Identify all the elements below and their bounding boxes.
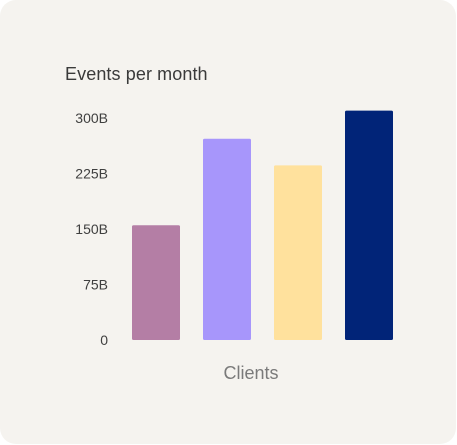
y-tick-label: 75B xyxy=(83,277,108,293)
bar xyxy=(274,165,322,340)
bar xyxy=(132,225,180,340)
y-tick-label: 0 xyxy=(100,332,108,348)
y-tick-label: 300B xyxy=(75,110,108,126)
bar xyxy=(345,110,393,340)
bar xyxy=(203,138,251,340)
chart-title: Events per month xyxy=(65,64,208,84)
bars xyxy=(132,110,393,340)
y-axis-ticks: 0 75B 150B 225B 300B xyxy=(75,110,108,348)
x-axis-label: Clients xyxy=(223,363,278,383)
y-tick-label: 225B xyxy=(75,166,108,182)
y-tick-label: 150B xyxy=(75,221,108,237)
